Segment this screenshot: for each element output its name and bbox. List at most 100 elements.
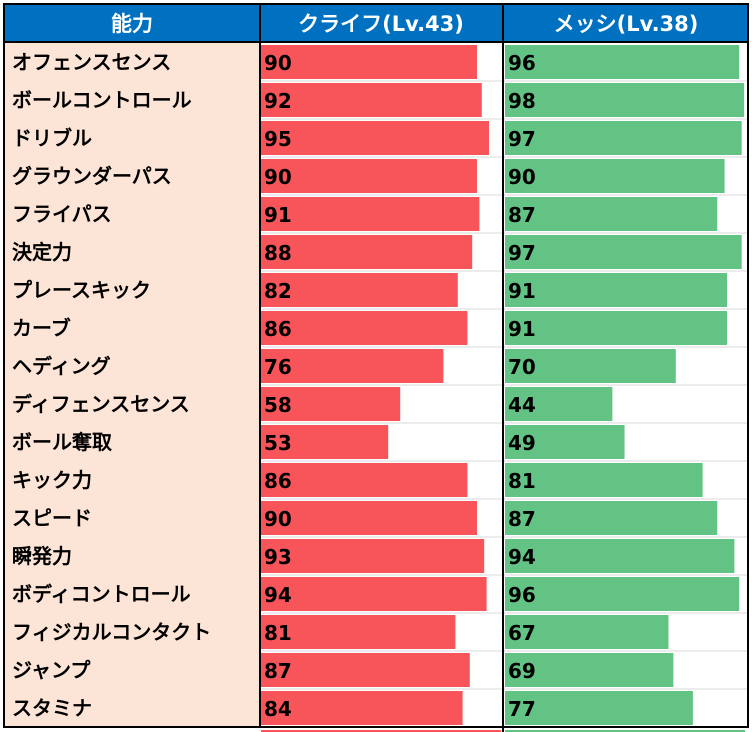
player1-bar bbox=[261, 159, 477, 193]
table-row: キック力 86 81 bbox=[12, 463, 748, 500]
table-row: グラウンダーパス 90 90 bbox=[12, 159, 748, 196]
player2-bar bbox=[505, 539, 735, 573]
ability-label: ディフェンスセンス bbox=[12, 392, 190, 416]
player2-value: 94 bbox=[508, 545, 536, 569]
player2-bar bbox=[505, 45, 740, 79]
player1-bar bbox=[261, 615, 456, 649]
player1-bar bbox=[261, 45, 477, 79]
player2-value: 44 bbox=[508, 393, 536, 417]
table-row: ジャンプ 87 69 bbox=[12, 653, 748, 690]
ability-label: ドリブル bbox=[12, 126, 92, 150]
player2-value: 69 bbox=[508, 659, 536, 683]
player2-bar bbox=[505, 387, 613, 421]
player2-value: 77 bbox=[508, 697, 536, 721]
player2-bar bbox=[505, 615, 669, 649]
player2-value: 87 bbox=[508, 507, 536, 531]
player2-bar bbox=[505, 311, 728, 345]
ability-label: ボール奪取 bbox=[12, 430, 112, 454]
player1-value: 93 bbox=[264, 545, 292, 569]
player2-bar bbox=[505, 691, 693, 725]
player2-value: 67 bbox=[508, 621, 536, 645]
player1-bar bbox=[261, 653, 470, 687]
ability-label: ジャンプ bbox=[12, 658, 91, 682]
player2-value: 90 bbox=[508, 165, 536, 189]
player2-value: 97 bbox=[508, 241, 536, 265]
player1-value: 82 bbox=[264, 279, 292, 303]
player1-value: 81 bbox=[264, 621, 292, 645]
player1-value: 95 bbox=[264, 127, 292, 151]
table-row: オフェンスセンス 90 96 bbox=[12, 45, 748, 82]
background-layer bbox=[4, 4, 748, 727]
ability-label: 瞬発力 bbox=[12, 544, 72, 568]
player1-bar bbox=[261, 463, 468, 497]
player2-bar bbox=[505, 425, 625, 459]
player1-value: 58 bbox=[264, 393, 292, 417]
header-player1: クライフ(Lv.43) bbox=[298, 12, 464, 36]
player2-value: 81 bbox=[508, 469, 536, 493]
table-row: プレースキック 82 91 bbox=[12, 273, 748, 310]
player2-value: 49 bbox=[508, 431, 536, 455]
table-row: ボールコントロール 92 98 bbox=[12, 83, 748, 120]
label-column-background bbox=[4, 43, 260, 727]
player1-value: 94 bbox=[264, 583, 292, 607]
player1-bar bbox=[261, 501, 477, 535]
player2-bar bbox=[505, 577, 740, 611]
player1-value: 90 bbox=[264, 51, 292, 75]
player2-bar bbox=[505, 235, 742, 269]
table-borders bbox=[3, 3, 749, 732]
player1-bar bbox=[261, 691, 463, 725]
player1-value: 86 bbox=[264, 317, 292, 341]
player1-bar bbox=[261, 539, 485, 573]
player2-value: 96 bbox=[508, 583, 536, 607]
table-row: 決定力 88 97 bbox=[12, 235, 748, 272]
table-row: ドリブル 95 97 bbox=[12, 121, 748, 158]
player1-bar-partial bbox=[261, 730, 501, 732]
player1-value: 92 bbox=[264, 89, 292, 113]
table-row: カーブ 86 91 bbox=[12, 311, 748, 348]
ability-label: スピード bbox=[12, 506, 92, 530]
ability-label: フライパス bbox=[12, 202, 112, 226]
ability-label: キック力 bbox=[12, 468, 92, 492]
table-row: ディフェンスセンス 58 44 bbox=[12, 387, 748, 424]
ability-label: グラウンダーパス bbox=[12, 164, 172, 188]
player2-bar bbox=[505, 121, 742, 155]
player1-bar bbox=[261, 311, 468, 345]
player1-bar bbox=[261, 197, 480, 231]
ability-label: ボールコントロール bbox=[12, 88, 192, 112]
player1-bar bbox=[261, 387, 401, 421]
player1-value: 90 bbox=[264, 165, 292, 189]
player2-value: 97 bbox=[508, 127, 536, 151]
player1-value: 76 bbox=[264, 355, 292, 379]
player1-value: 84 bbox=[264, 697, 292, 721]
player2-bar bbox=[505, 653, 674, 687]
header-background bbox=[4, 4, 748, 42]
player1-bar bbox=[261, 425, 389, 459]
player1-value: 90 bbox=[264, 507, 292, 531]
player1-bar bbox=[261, 273, 458, 307]
player1-value: 88 bbox=[264, 241, 292, 265]
table-row: スピード 90 87 bbox=[12, 501, 748, 538]
player2-value: 70 bbox=[508, 355, 536, 379]
ability-label: カーブ bbox=[12, 316, 71, 340]
player2-bar bbox=[505, 273, 728, 307]
data-rows: オフェンスセンス 90 96 ボールコントロール 92 98 ドリブル 95 97 グラウンダーパ… bbox=[12, 45, 748, 732]
ability-label: 決定力 bbox=[12, 240, 72, 264]
table-row: 瞬発力 93 94 bbox=[12, 539, 748, 576]
player1-value: 87 bbox=[264, 659, 292, 683]
header-player2: メッシ(Lv.38) bbox=[554, 12, 699, 36]
player1-bar bbox=[261, 83, 482, 117]
table-outer-border bbox=[3, 3, 749, 728]
ability-label: ボディコントロール bbox=[12, 582, 191, 606]
table-row: フライパス 91 87 bbox=[12, 197, 748, 234]
ability-label: フィジカルコンタクト bbox=[12, 620, 211, 644]
player2-value: 91 bbox=[508, 279, 536, 303]
ability-label: ヘディング bbox=[12, 354, 111, 378]
player2-bar bbox=[505, 501, 718, 535]
header-ability: 能力 bbox=[111, 12, 153, 36]
ability-label: スタミナ bbox=[12, 696, 92, 720]
table-row: ボディコントロール 94 96 bbox=[12, 577, 748, 614]
player1-value: 91 bbox=[264, 203, 292, 227]
header-row: 能力 クライフ(Lv.43) メッシ(Lv.38) bbox=[111, 12, 698, 36]
player1-value: 53 bbox=[264, 431, 292, 455]
